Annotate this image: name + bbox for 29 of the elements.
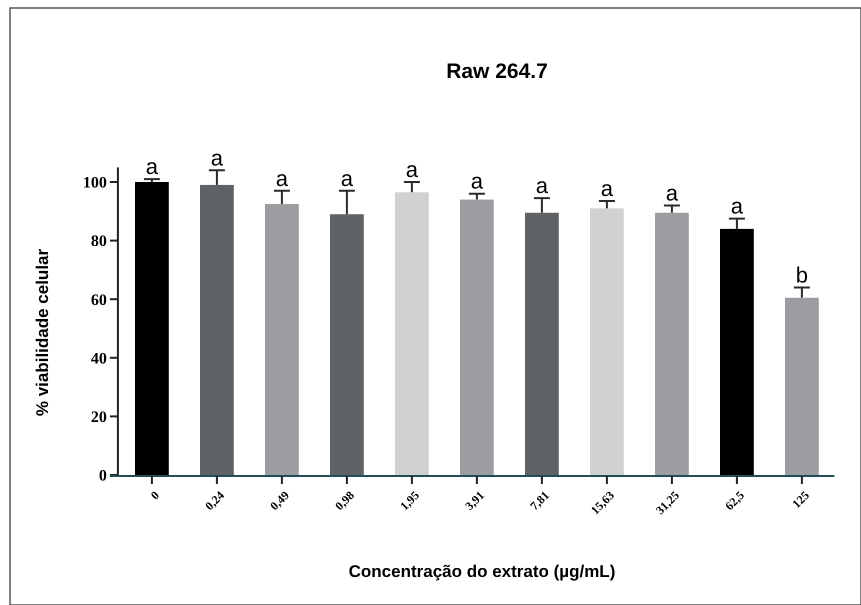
y-tick-label: 100 [82,174,107,192]
chart-title: Raw 264.7 [446,60,548,83]
x-tick-label: 7,81 [527,488,552,513]
x-tick-label: 0,49 [267,488,292,513]
x-axis-title: Concentração do extrato (µg/mL) [348,562,616,581]
y-tick-label: 80 [90,233,107,250]
y-tick-label: 60 [90,292,107,309]
x-tick-label: 62,5 [722,488,747,513]
x-tick-label: 0,24 [202,488,227,513]
y-tick-label: 20 [90,409,107,426]
annotation: a [600,176,614,202]
annotation: a [146,154,159,180]
x-tick-label: 125 [789,488,812,511]
annotation: a [536,173,549,198]
y-tick-label: 0 [98,468,107,485]
annotation: a [470,168,484,194]
annotation: a [340,166,354,191]
annotation: a [406,157,419,182]
annotation: a [666,180,679,206]
x-tick-label: 0 [148,488,162,502]
annotation: b [796,262,808,288]
x-tick-label: 3,91 [462,488,487,513]
annotation: a [276,166,289,191]
annotation: a [730,194,744,219]
y-axis-title: % viabilidade celular [33,248,52,416]
annotation: a [210,145,224,170]
y-tick-label: 40 [90,350,107,368]
x-tick-label: 1,95 [397,488,422,513]
x-tick-label: 0,98 [332,488,357,513]
